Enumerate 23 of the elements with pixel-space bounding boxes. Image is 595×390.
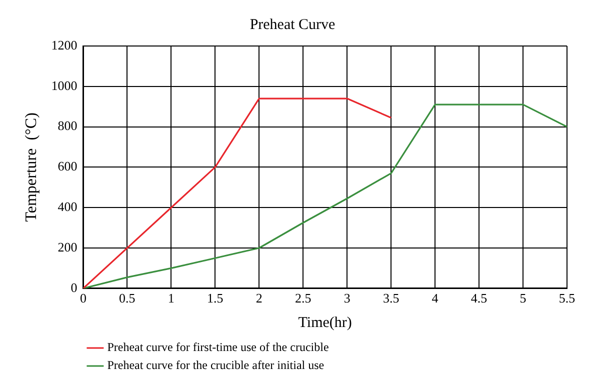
y-axis-title: Temperture (°C) xyxy=(22,112,40,222)
x-tick-label: 2 xyxy=(256,290,262,306)
x-tick-label: 3.5 xyxy=(382,290,400,306)
y-tick-label: 800 xyxy=(58,118,78,134)
x-tick-label: 4.5 xyxy=(470,290,488,306)
x-axis-title: Time(hr) xyxy=(298,314,352,331)
y-tick-label: 600 xyxy=(58,158,78,174)
y-tick-label: 1000 xyxy=(51,78,78,93)
y-tick-label: 400 xyxy=(58,199,78,214)
x-tick-label: 1.5 xyxy=(207,290,224,306)
y-tick-label: 200 xyxy=(58,239,78,254)
x-tick-label: 5.5 xyxy=(558,290,576,306)
x-tick-label: 2.5 xyxy=(294,290,312,306)
chart-title: Preheat Curve xyxy=(250,16,336,33)
y-tick-label: 0 xyxy=(70,280,78,295)
y-tick-label: 1200 xyxy=(51,37,78,52)
legend-label: Preheat curve for the crucible after initial use xyxy=(107,358,324,372)
x-tick-label: 4 xyxy=(432,290,439,306)
x-tick-label: 3 xyxy=(344,290,350,306)
x-tick-label: 1 xyxy=(168,290,174,306)
x-tick-label: 5 xyxy=(520,290,526,306)
x-tick-label: 0.5 xyxy=(119,290,136,306)
legend-label: Preheat curve for first-time use of the crucible xyxy=(107,340,329,354)
